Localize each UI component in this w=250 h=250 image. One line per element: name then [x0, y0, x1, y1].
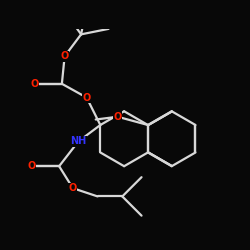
Text: O: O: [30, 79, 38, 89]
Text: O: O: [82, 92, 91, 102]
Text: O: O: [69, 183, 77, 193]
Text: NH: NH: [70, 136, 86, 146]
Text: O: O: [60, 51, 69, 61]
Text: O: O: [114, 112, 122, 122]
Text: O: O: [28, 161, 36, 171]
